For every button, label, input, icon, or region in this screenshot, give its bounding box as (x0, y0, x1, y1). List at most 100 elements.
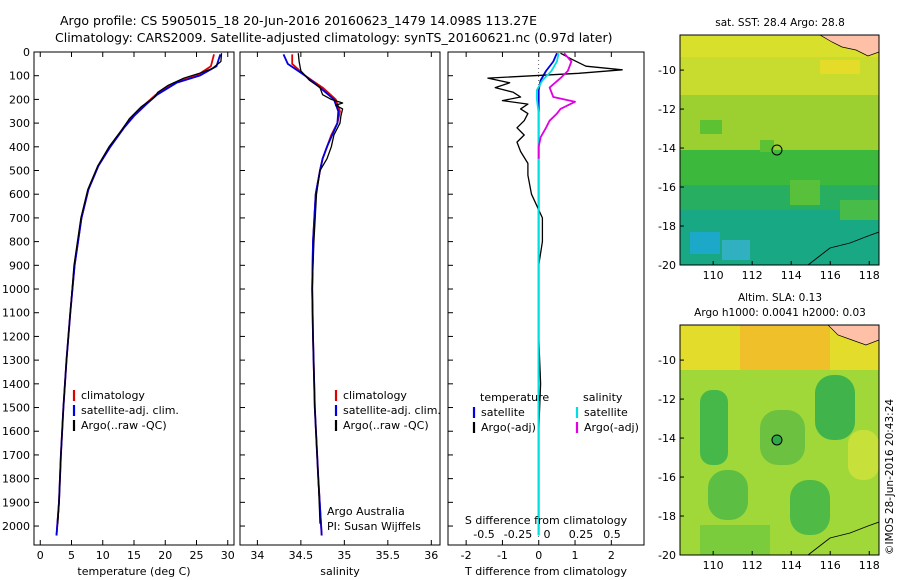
diff-s-tick-label: 0.25 (569, 528, 594, 541)
sal-series-sat-line (282, 54, 340, 536)
sal-x-axis-label: salinity (320, 565, 360, 578)
temp-legend-label: Argo(..raw -QC) (81, 419, 167, 432)
depth-tick-label: 0 (23, 46, 30, 59)
pi-label: PI: Susan Wijffels (327, 520, 421, 533)
depth-tick-label: 1800 (2, 473, 30, 486)
diff-plot-frame (447, 51, 645, 546)
diff-x-tick-label: -2 (461, 549, 472, 562)
map-sst-image (680, 35, 879, 265)
diff-series-cyan-line (536, 53, 560, 536)
diff-legend-label: Argo(-adj) (584, 421, 639, 434)
temp-x-tick-label: 10 (96, 549, 110, 562)
map1-lat-tick-label: -14 (658, 142, 676, 155)
temp-x-tick-label: 30 (221, 549, 235, 562)
map2-subtitle: Argo h1000: 0.0041 h2000: 0.03 (694, 307, 866, 319)
diff-x-axis-label: T difference from climatology (464, 565, 627, 578)
sal-x-tick-label: 34 (250, 549, 264, 562)
temp-series-argo-line (57, 53, 223, 524)
depth-tick-label: 1400 (2, 378, 30, 391)
map2-lat-tick-label: -10 (658, 354, 676, 367)
temp-series-sat-line (55, 54, 222, 536)
map2-lat-tick-label: -18 (658, 510, 676, 523)
diff-s-tick-label: 0.5 (603, 528, 621, 541)
depth-tick-label: 400 (9, 141, 30, 154)
depth-tick-label: 1500 (2, 402, 30, 415)
sal-legend-label: climatology (343, 389, 407, 402)
temp-legend-label: climatology (81, 389, 145, 402)
depth-tick-label: 1100 (2, 307, 30, 320)
diff-legend-label: satellite (481, 406, 525, 419)
map1-lat-tick-label: -16 (658, 181, 676, 194)
depth-tick-label: 200 (9, 93, 30, 106)
sal-x-tick-label: 36 (424, 549, 438, 562)
sal-legend-label: satellite-adj. clim. (343, 404, 441, 417)
temp-x-tick-label: 20 (158, 549, 172, 562)
map2-lon-tick-label: 110 (703, 559, 724, 572)
depth-tick-label: 500 (9, 165, 30, 178)
diff-x-tick-label: 2 (608, 549, 615, 562)
diff-legend-temperature-title: temperature (480, 391, 549, 404)
map2-lon-tick-label: 112 (742, 559, 763, 572)
diff-s-axis-label: S difference from climatology (465, 514, 628, 527)
map-sla-image (680, 325, 879, 555)
diff-s-tick-label: 0 (544, 528, 551, 541)
map2-lat-tick-label: -12 (658, 393, 676, 406)
depth-tick-label: 600 (9, 188, 30, 201)
diff-x-tick-label: 0 (535, 549, 542, 562)
diff-s-tick-label: -0.25 (504, 528, 532, 541)
diff-legend-label: satellite (584, 406, 628, 419)
temp-x-tick-label: 0 (37, 549, 44, 562)
depth-tick-label: 1600 (2, 425, 30, 438)
map1-lat-tick-label: -12 (658, 103, 676, 116)
depth-tick-label: 300 (9, 117, 30, 130)
map2-lat-tick-label: -20 (658, 549, 676, 562)
map2-lat-tick-label: -14 (658, 432, 676, 445)
diff-series-magenta-line (537, 52, 576, 159)
temp-x-tick-label: 5 (68, 549, 75, 562)
map1-lat-tick-label: -18 (658, 220, 676, 233)
map1-lon-tick-label: 116 (820, 269, 841, 282)
map1-frame (679, 34, 880, 266)
map1-lon-tick-label: 110 (703, 269, 724, 282)
temp-series-clim-line (55, 54, 215, 536)
sal-x-tick-label: 34.5 (289, 549, 314, 562)
depth-tick-label: 1200 (2, 330, 30, 343)
map2-title: Altim. SLA: 0.13 (738, 292, 822, 304)
map1-title: sat. SST: 28.4 Argo: 28.8 (715, 17, 845, 29)
map2-frame (679, 324, 880, 556)
sal-x-tick-label: 35 (337, 549, 351, 562)
side-stamp: ©IMOS 28-Jun-2016 20:43:24 (884, 399, 896, 555)
depth-tick-label: 800 (9, 236, 30, 249)
map2-lon-tick-label: 116 (820, 559, 841, 572)
map1-lon-tick-label: 118 (859, 269, 880, 282)
depth-tick-label: 1000 (2, 283, 30, 296)
map2-lon-tick-label: 118 (859, 559, 880, 572)
map1-lat-tick-label: -20 (658, 259, 676, 272)
diff-s-tick-label: -0.5 (473, 528, 494, 541)
diff-x-tick-label: 1 (572, 549, 579, 562)
depth-tick-label: 100 (9, 70, 30, 83)
map1-lat-tick-label: -10 (658, 64, 676, 77)
sal-series-argo-line (297, 53, 344, 524)
map2-lat-tick-label: -16 (658, 471, 676, 484)
sal-x-tick-label: 35.5 (376, 549, 401, 562)
map2-argo-position-marker (771, 434, 783, 446)
depth-tick-label: 2000 (2, 520, 30, 533)
temp-x-tick-label: 25 (190, 549, 204, 562)
depth-tick-label: 900 (9, 259, 30, 272)
sal-plot-frame (239, 51, 441, 546)
map1-lon-tick-label: 114 (781, 269, 802, 282)
map1-argo-position-marker (771, 144, 783, 156)
diff-legend-salinity-title: salinity (583, 391, 623, 404)
argo-australia-label: Argo Australia (327, 505, 405, 518)
header-line1: Argo profile: CS 5905015_18 20-Jun-2016 … (60, 13, 537, 28)
temp-legend-label: satellite-adj. clim. (81, 404, 179, 417)
header-line2: Climatology: CARS2009. Satellite-adjuste… (55, 30, 612, 45)
sal-series-clim-line (291, 54, 341, 536)
diff-series-argo-line (487, 52, 623, 526)
diff-legend-label: Argo(-adj) (481, 421, 536, 434)
depth-tick-label: 1900 (2, 496, 30, 509)
depth-tick-label: 700 (9, 212, 30, 225)
temp-x-axis-label: temperature (deg C) (77, 565, 190, 578)
